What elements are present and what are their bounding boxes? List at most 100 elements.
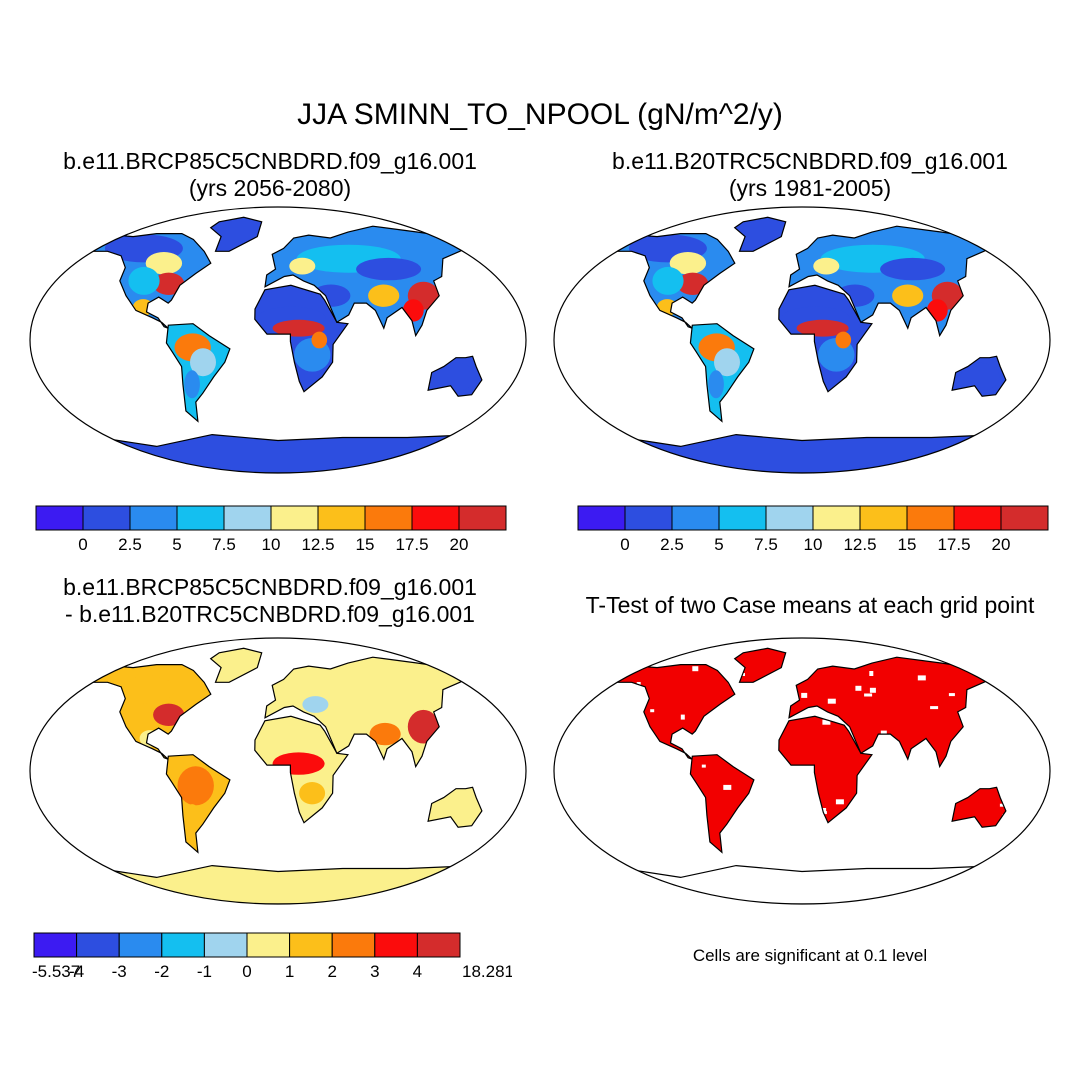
colorbar-future-tick-label: 10 bbox=[262, 535, 281, 554]
map2-antarctica-coastline bbox=[603, 433, 1001, 473]
colorbar-difference-swatch bbox=[203, 932, 248, 958]
map2-value-region bbox=[677, 272, 709, 295]
colorbar-historical-swatch bbox=[953, 505, 1002, 531]
colorbar-difference-tick-label: -2 bbox=[154, 962, 169, 981]
map1-eurasia-coastline bbox=[264, 225, 476, 338]
map4-south-america-coastline bbox=[689, 754, 755, 854]
map1-value-region bbox=[184, 370, 200, 399]
map4-greenland-coastline bbox=[733, 647, 787, 683]
panel-3-title-line1: b.e11.BRCP85C5CNBDRD.f09_g16.001 bbox=[63, 574, 477, 600]
panel-1-title-line1: b.e11.BRCP85C5CNBDRD.f09_g16.001 bbox=[63, 148, 477, 174]
map3-south-america-coastline bbox=[165, 754, 231, 854]
colorbar-historical-swatch bbox=[906, 505, 955, 531]
map4-eurasia-fill bbox=[789, 657, 998, 767]
map3-australia-coastline bbox=[427, 786, 483, 828]
colorbar-historical-swatch bbox=[812, 505, 861, 531]
map2-value-region bbox=[880, 257, 946, 281]
colorbar-difference-tick-label: -1 bbox=[197, 962, 212, 981]
map4-nonsig-cell bbox=[650, 709, 655, 713]
map1-value-region bbox=[311, 331, 328, 349]
map1-value-region bbox=[356, 257, 422, 281]
colorbar-historical-tick-label: 5 bbox=[714, 535, 723, 554]
map4-nonsig-cell bbox=[917, 675, 926, 681]
colorbar-historical-tick-label: 17.5 bbox=[937, 535, 970, 554]
map3-value-region bbox=[299, 782, 326, 805]
colorbar-future-tick-label: 2.5 bbox=[118, 535, 142, 554]
map2-eurasia-coastline bbox=[788, 225, 1000, 338]
map3-value-region bbox=[407, 709, 439, 744]
map1-value-region bbox=[272, 319, 325, 337]
map3-value-region bbox=[302, 696, 329, 713]
map3-value-region bbox=[437, 793, 475, 822]
colorbar-difference-swatch bbox=[416, 932, 461, 958]
colorbar-historical-tick-label: 0 bbox=[620, 535, 629, 554]
map1-frame bbox=[29, 206, 527, 474]
map-panel-ttest bbox=[553, 637, 1051, 905]
map1-africa-coastline bbox=[254, 284, 349, 393]
map2-australia-coastline bbox=[951, 355, 1007, 397]
colorbar-difference-swatch bbox=[76, 932, 120, 958]
map4-north-america-fill bbox=[614, 664, 735, 760]
map4-africa-fill bbox=[778, 716, 872, 823]
map1-north-america-coastline bbox=[89, 233, 212, 329]
map4-nonsig-cell bbox=[991, 675, 995, 680]
map2-north-america-coastline bbox=[613, 233, 736, 329]
map2-value-region bbox=[714, 348, 740, 377]
colorbar-historical: 0 2.5 5 7.5 10 12.5 15 17.5 20 bbox=[577, 505, 1049, 554]
panel-2-title-line1: b.e11.B20TRC5CNBDRD.f09_g16.001 bbox=[612, 148, 1008, 174]
colorbar-future-swatch bbox=[317, 505, 366, 531]
significance-note: Cells are significant at 0.1 level bbox=[692, 946, 928, 965]
colorbar-difference-tick-label: -5.537 bbox=[32, 962, 80, 981]
colorbar-future-tick-label: 12.5 bbox=[301, 535, 334, 554]
map1-south-america-coastline bbox=[165, 323, 231, 423]
colorbar-historical-tick-label: 7.5 bbox=[754, 535, 778, 554]
colorbar-historical-tick-label: 15 bbox=[898, 535, 917, 554]
colorbar-future-tick-label: 7.5 bbox=[212, 535, 236, 554]
colorbar-difference-swatch bbox=[331, 932, 376, 958]
map1-value-region bbox=[368, 284, 400, 307]
map3-frame bbox=[29, 637, 527, 905]
map4-nonsig-cell bbox=[692, 666, 699, 672]
map1-value-region bbox=[153, 272, 185, 295]
colorbar-difference-swatch bbox=[161, 932, 205, 958]
map3-eurasia-coastline bbox=[264, 656, 476, 769]
colorbar-future-swatch bbox=[364, 505, 413, 531]
map2-value-region bbox=[835, 331, 852, 349]
map4-nonsig-cell bbox=[880, 730, 887, 736]
colorbar-historical-tick-label: 10 bbox=[804, 535, 823, 554]
colorbar-future-swatch bbox=[223, 505, 272, 531]
colorbar-future-swatch bbox=[35, 505, 84, 531]
map4-nonsig-cell bbox=[1026, 836, 1030, 841]
colorbar-historical-swatch bbox=[624, 505, 673, 531]
map1-antarctica-coastline bbox=[79, 433, 477, 473]
map4-nonsig-cell bbox=[801, 692, 808, 698]
panel-4-title: T-Test of two Case means at each grid po… bbox=[540, 592, 1080, 619]
map2-value-region bbox=[652, 266, 684, 295]
colorbar-difference-swatch bbox=[118, 932, 163, 958]
colorbar-future-swatch bbox=[176, 505, 225, 531]
colorbar-difference-tick-label: 3 bbox=[370, 962, 379, 981]
map2-value-region bbox=[708, 370, 724, 399]
colorbar-difference-swatch bbox=[33, 932, 78, 958]
map4-antarctica-coastline bbox=[603, 864, 1001, 904]
map4-nonsig-cell bbox=[864, 693, 873, 697]
map4-nonsig-cell bbox=[701, 764, 706, 768]
map4-north-america-coastline bbox=[613, 664, 736, 760]
map1-australia-coastline bbox=[427, 355, 483, 397]
map4-frame bbox=[553, 637, 1051, 905]
colorbar-difference-tick-label: 2 bbox=[327, 962, 336, 981]
map4-nonsig-cell bbox=[991, 675, 995, 680]
panel-2-title-line2: (yrs 1981-2005) bbox=[728, 175, 892, 201]
colorbar-future-swatch bbox=[270, 505, 319, 531]
map4-south-america-fill bbox=[690, 754, 754, 853]
map-panel-future bbox=[29, 206, 527, 474]
colorbar-historical-swatch bbox=[859, 505, 908, 531]
map3-value-region bbox=[369, 722, 401, 746]
map3-north-america-fill bbox=[90, 664, 211, 760]
map1-value-region bbox=[145, 252, 183, 275]
colorbar-historical-swatch bbox=[1000, 505, 1049, 531]
map2-south-america-coastline bbox=[689, 323, 755, 423]
map4-nonsig-cell bbox=[822, 808, 827, 813]
map4-nonsig-cell bbox=[636, 682, 641, 685]
colorbar-future-tick-label: 20 bbox=[450, 535, 469, 554]
